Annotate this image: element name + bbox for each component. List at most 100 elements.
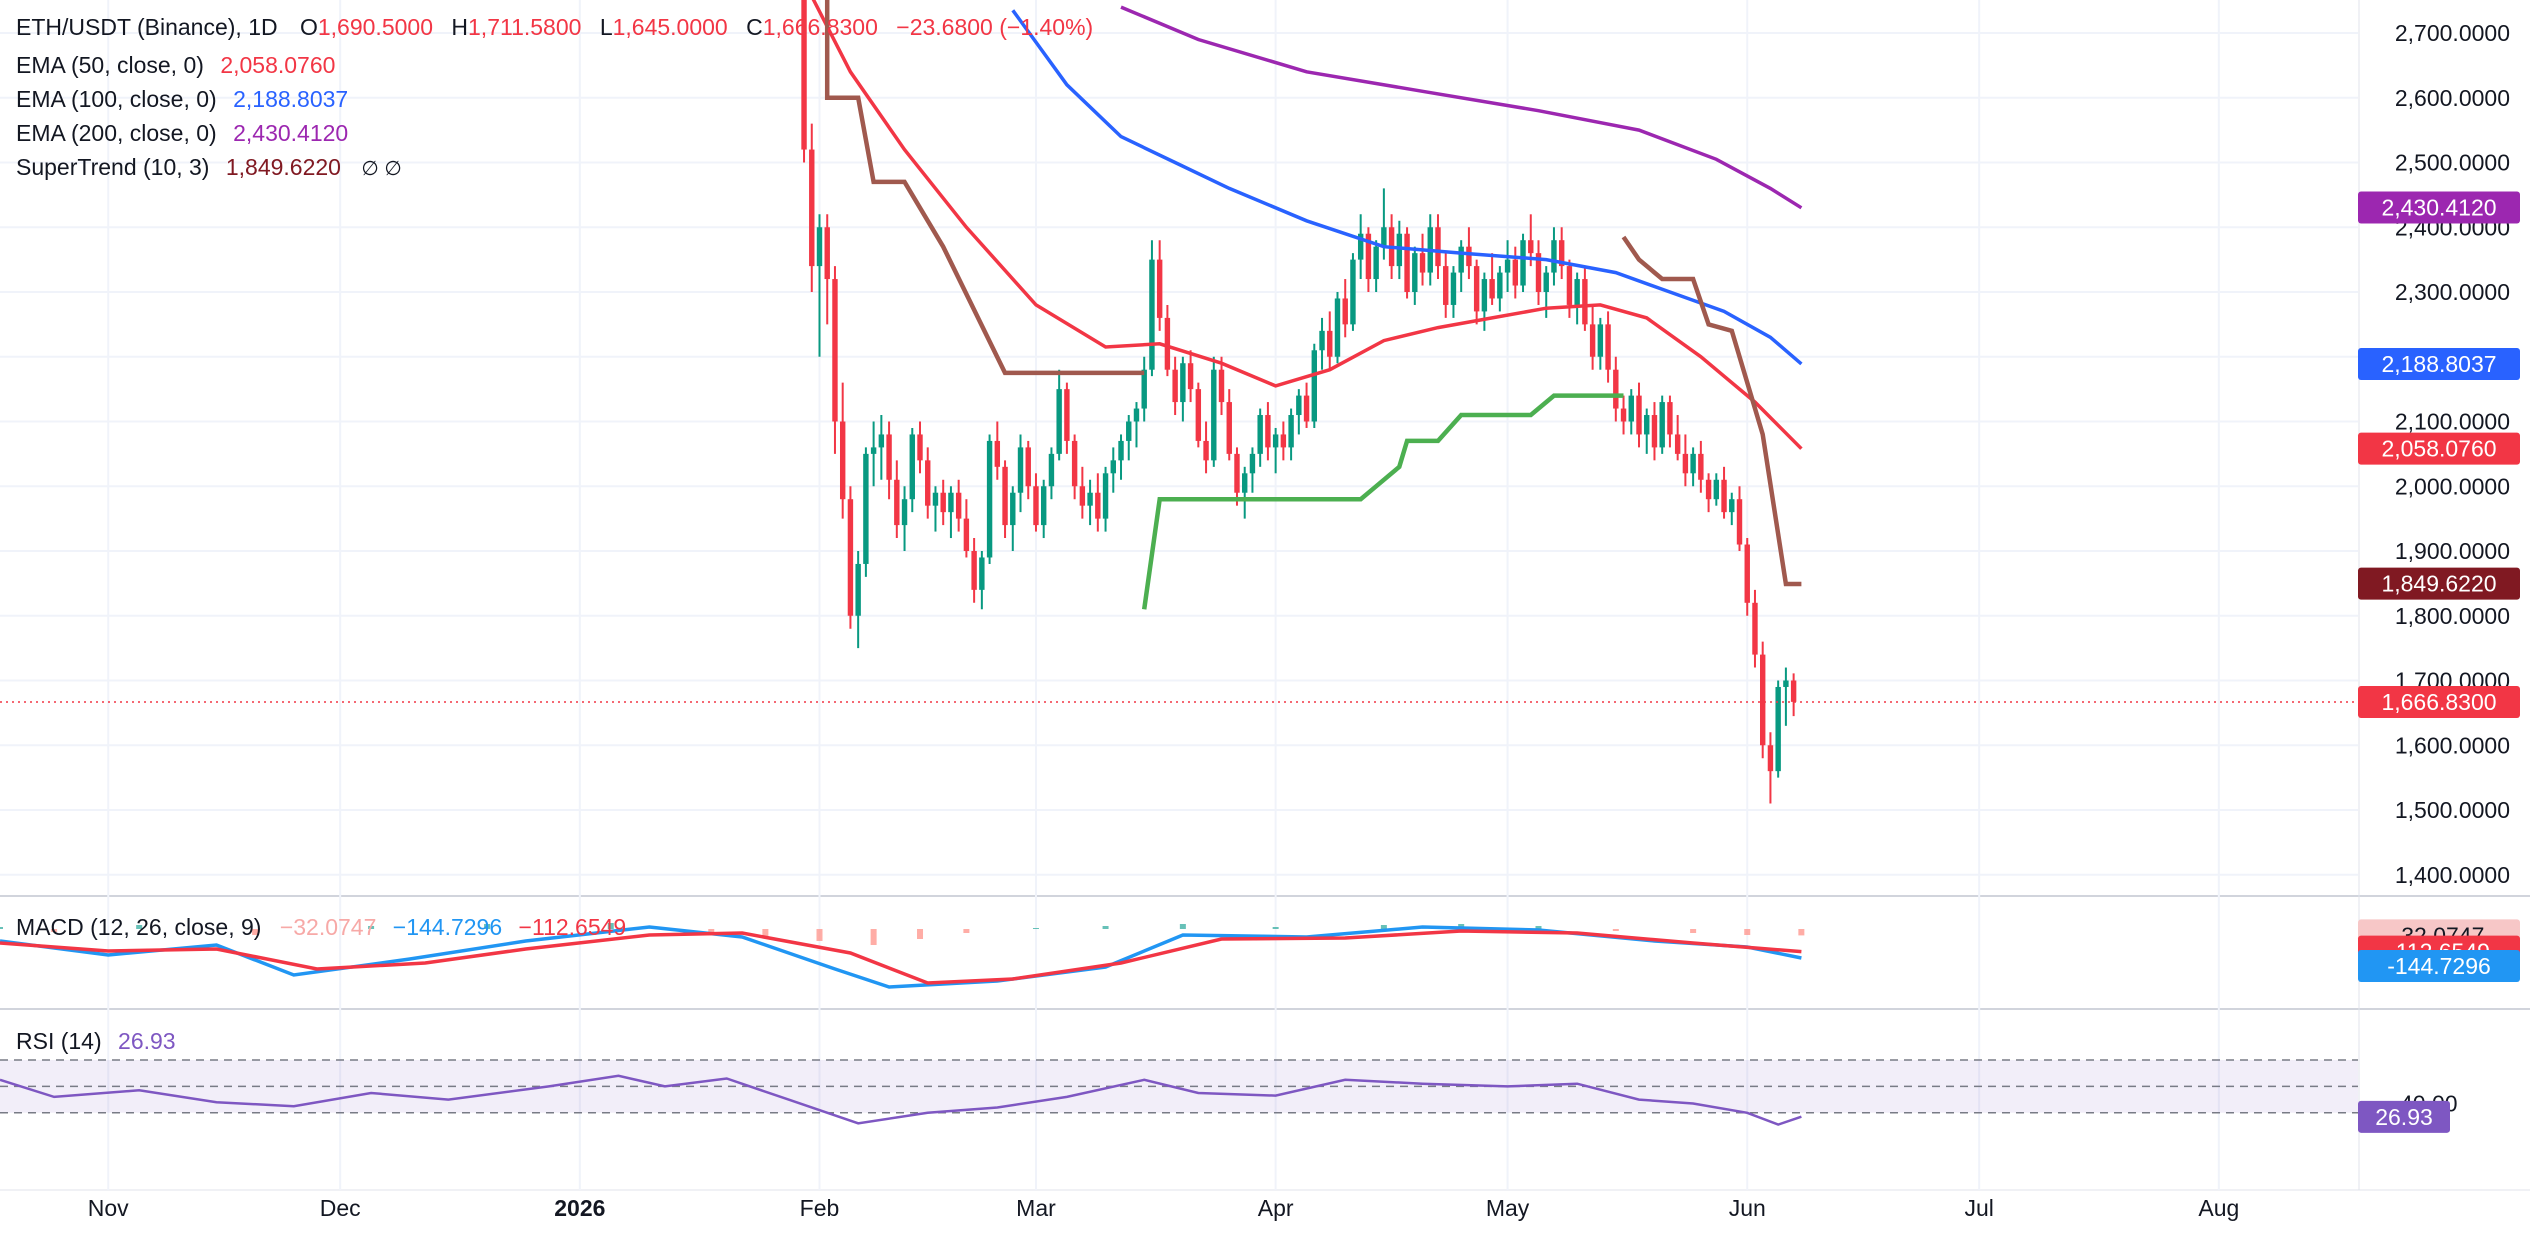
candle-body: [1102, 473, 1109, 519]
macd-legend[interactable]: MACD (12, 26, close, 9) −32.0747 −144.72…: [16, 914, 626, 941]
price-tick-label: 1,900.0000: [2395, 538, 2510, 564]
candle-body: [1164, 317, 1171, 370]
candle-body: [1597, 324, 1604, 357]
candle-body: [1095, 492, 1101, 519]
ema200-name: EMA (200, close, 0): [16, 120, 217, 146]
candle-body: [955, 492, 962, 519]
price-label-text: 1,849.6220: [2381, 571, 2496, 597]
price-tick-label: 1,800.0000: [2395, 603, 2510, 629]
ema200-legend[interactable]: EMA (200, close, 0) 2,430.4120: [16, 118, 348, 148]
price-tick-label: 1,500.0000: [2395, 797, 2510, 823]
macd-hist-bar: [368, 926, 375, 929]
candle-body: [1218, 369, 1225, 403]
candle-body: [1002, 466, 1008, 526]
macd-hist-bar: [917, 929, 924, 939]
candle-body: [1187, 363, 1194, 390]
candle-body: [1613, 369, 1619, 409]
supertrend-line[interactable]: [824, 0, 1145, 376]
macd-hist-bar: [1798, 929, 1805, 936]
candle-body: [1242, 473, 1248, 493]
rsi-value: 26.93: [118, 1028, 176, 1054]
candle-body: [1574, 279, 1580, 305]
macd-signal-line[interactable]: [0, 929, 1802, 985]
symbol-ohlc-legend: ETH/USDT (Binance), 1D O1,690.5000 H1,71…: [16, 14, 1093, 41]
candle-body: [1272, 434, 1279, 448]
candle-body: [1280, 434, 1287, 448]
rsi-line[interactable]: [0, 1074, 1802, 1126]
candle-body: [1767, 745, 1774, 772]
candle-body: [1064, 389, 1070, 441]
time-tick-label: May: [1486, 1195, 1530, 1221]
candle-body: [994, 440, 1001, 467]
candle-body: [1504, 259, 1511, 273]
price-tick-label: 2,300.0000: [2395, 279, 2510, 305]
price-label-text: 2,188.8037: [2381, 351, 2496, 377]
price-tick-label: 2,600.0000: [2395, 85, 2510, 111]
ema50-legend[interactable]: EMA (50, close, 0) 2,058.0760: [16, 50, 335, 80]
macd-hist-bar: [136, 925, 143, 929]
candle-body: [925, 460, 931, 506]
candle-body: [832, 279, 838, 422]
ema-line[interactable]: [1120, 5, 1803, 210]
candle-body: [909, 434, 915, 500]
candle-body: [971, 551, 977, 590]
candle-body: [1775, 686, 1781, 772]
supertrend-extra: ∅ ∅: [361, 158, 402, 180]
candle-body: [1404, 233, 1410, 292]
macd-line[interactable]: [0, 925, 1802, 989]
ema-line[interactable]: [1011, 9, 1803, 366]
rsi-legend[interactable]: RSI (14) 26.93: [16, 1028, 176, 1055]
price-label-text: 1,666.8300: [2381, 689, 2496, 715]
ema100-name: EMA (100, close, 0): [16, 86, 217, 112]
candle-body: [986, 440, 993, 558]
macd-hist-bar: [1272, 927, 1279, 929]
high-value: 1,711.5800: [468, 14, 582, 40]
candle-body: [1118, 440, 1124, 461]
time-tick-label: Mar: [1016, 1195, 1056, 1221]
candle-body: [1040, 486, 1047, 526]
candle-body: [1690, 453, 1696, 474]
time-tick-label: Nov: [88, 1195, 129, 1221]
candle-body: [1528, 240, 1534, 254]
candle-body: [1334, 298, 1341, 357]
candle-body: [1605, 324, 1611, 370]
macd-title: MACD (12, 26, close, 9): [16, 914, 262, 940]
macd-hist-bar: [607, 923, 614, 929]
macd-hist-bar: [484, 924, 491, 929]
candle-body: [1033, 486, 1039, 526]
supertrend-line[interactable]: [1621, 235, 1802, 587]
candle-body: [863, 453, 869, 564]
time-tick-label: Aug: [2198, 1195, 2239, 1221]
candle-body: [1017, 447, 1024, 493]
candle-body: [1698, 453, 1704, 480]
candle-body: [1512, 259, 1519, 286]
candle-body: [809, 149, 815, 267]
rsi-title: RSI (14): [16, 1028, 102, 1054]
candle-body: [1481, 279, 1488, 312]
candle-body: [963, 518, 970, 551]
candle-body: [801, 0, 807, 150]
candle-body: [1303, 395, 1310, 422]
candle-body: [878, 434, 885, 448]
supertrend-legend[interactable]: SuperTrend (10, 3) 1,849.6220 ∅ ∅: [16, 152, 402, 184]
supertrend-line[interactable]: [1141, 393, 1624, 610]
candle-body: [1790, 680, 1797, 702]
macd-hist-bar: [1032, 928, 1039, 929]
price-tick-label: 2,700.0000: [2395, 20, 2510, 46]
candle-body: [1126, 421, 1132, 441]
ema100-legend[interactable]: EMA (100, close, 0) 2,188.8037: [16, 84, 348, 114]
ema-line[interactable]: [804, 0, 1803, 450]
price-label-box: [2358, 347, 2520, 380]
price-label-text: 2,430.4120: [2381, 195, 2496, 221]
price-tick-label: 2,500.0000: [2395, 150, 2510, 176]
symbol-label[interactable]: ETH/USDT (Binance), 1D: [16, 14, 278, 40]
candle-body: [1311, 350, 1318, 422]
ema100-value: 2,188.8037: [233, 86, 349, 112]
time-tick-label: Jul: [1964, 1195, 1993, 1221]
candle-body: [1203, 440, 1209, 461]
rsi-value-box: [2358, 1100, 2450, 1133]
candle-body: [948, 492, 954, 513]
candle-body: [1071, 440, 1078, 487]
candle-body: [940, 492, 946, 513]
